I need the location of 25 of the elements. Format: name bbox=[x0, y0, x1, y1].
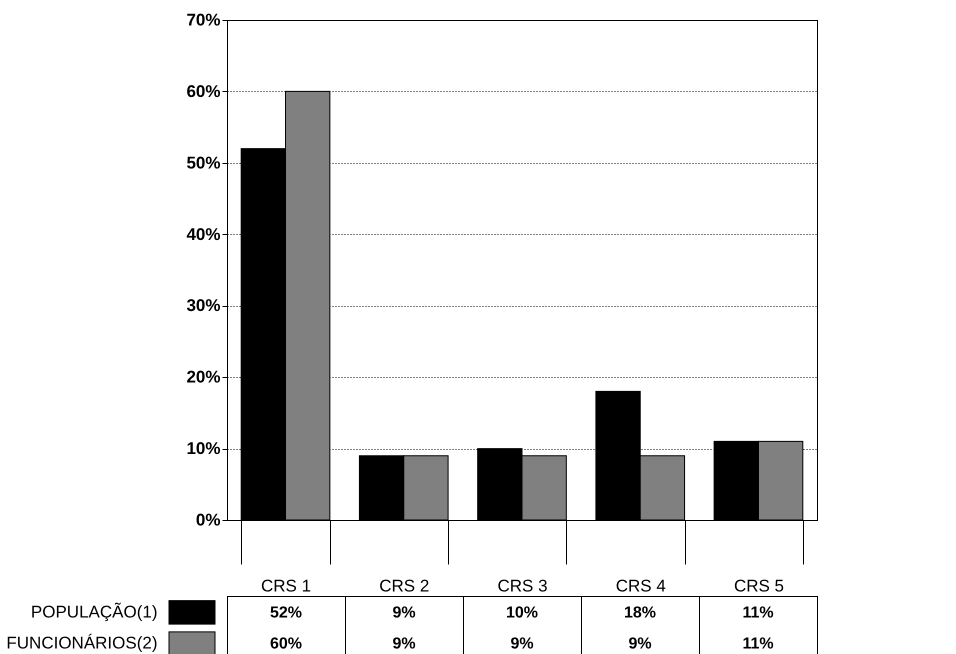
data-label: 52% bbox=[270, 604, 302, 622]
data-label: 9% bbox=[510, 636, 534, 653]
y-tick-label: 60% bbox=[186, 82, 220, 101]
x-tick-label: CRS 3 bbox=[497, 576, 548, 596]
y-tick-label: 50% bbox=[186, 153, 220, 172]
y-tick-label: 20% bbox=[186, 368, 220, 387]
y-tick-label: 30% bbox=[186, 296, 220, 316]
x-tick-label: CRS 2 bbox=[379, 576, 430, 596]
data-label: 10% bbox=[506, 604, 538, 622]
data-label: 60% bbox=[270, 636, 302, 653]
y-tick-label: 40% bbox=[186, 224, 220, 244]
legend-label: FUNCIONÁRIOS(2) bbox=[6, 634, 158, 653]
legend-label: POPULAÇÃO(1) bbox=[30, 602, 158, 622]
data-label: 11% bbox=[742, 604, 774, 622]
data-label: 11% bbox=[742, 636, 774, 653]
data-label: 9% bbox=[628, 636, 652, 653]
x-tick-label: CRS 4 bbox=[616, 576, 666, 596]
data-label: 18% bbox=[624, 604, 656, 622]
y-tick-label: 0% bbox=[196, 510, 220, 530]
y-tick-label: 70% bbox=[186, 10, 220, 30]
x-tick-label: CRS 5 bbox=[734, 576, 784, 596]
data-label: 9% bbox=[392, 636, 416, 653]
x-tick-label: CRS 1 bbox=[260, 576, 312, 596]
y-tick-label: 10% bbox=[186, 439, 220, 458]
data-label: 9% bbox=[392, 604, 416, 622]
